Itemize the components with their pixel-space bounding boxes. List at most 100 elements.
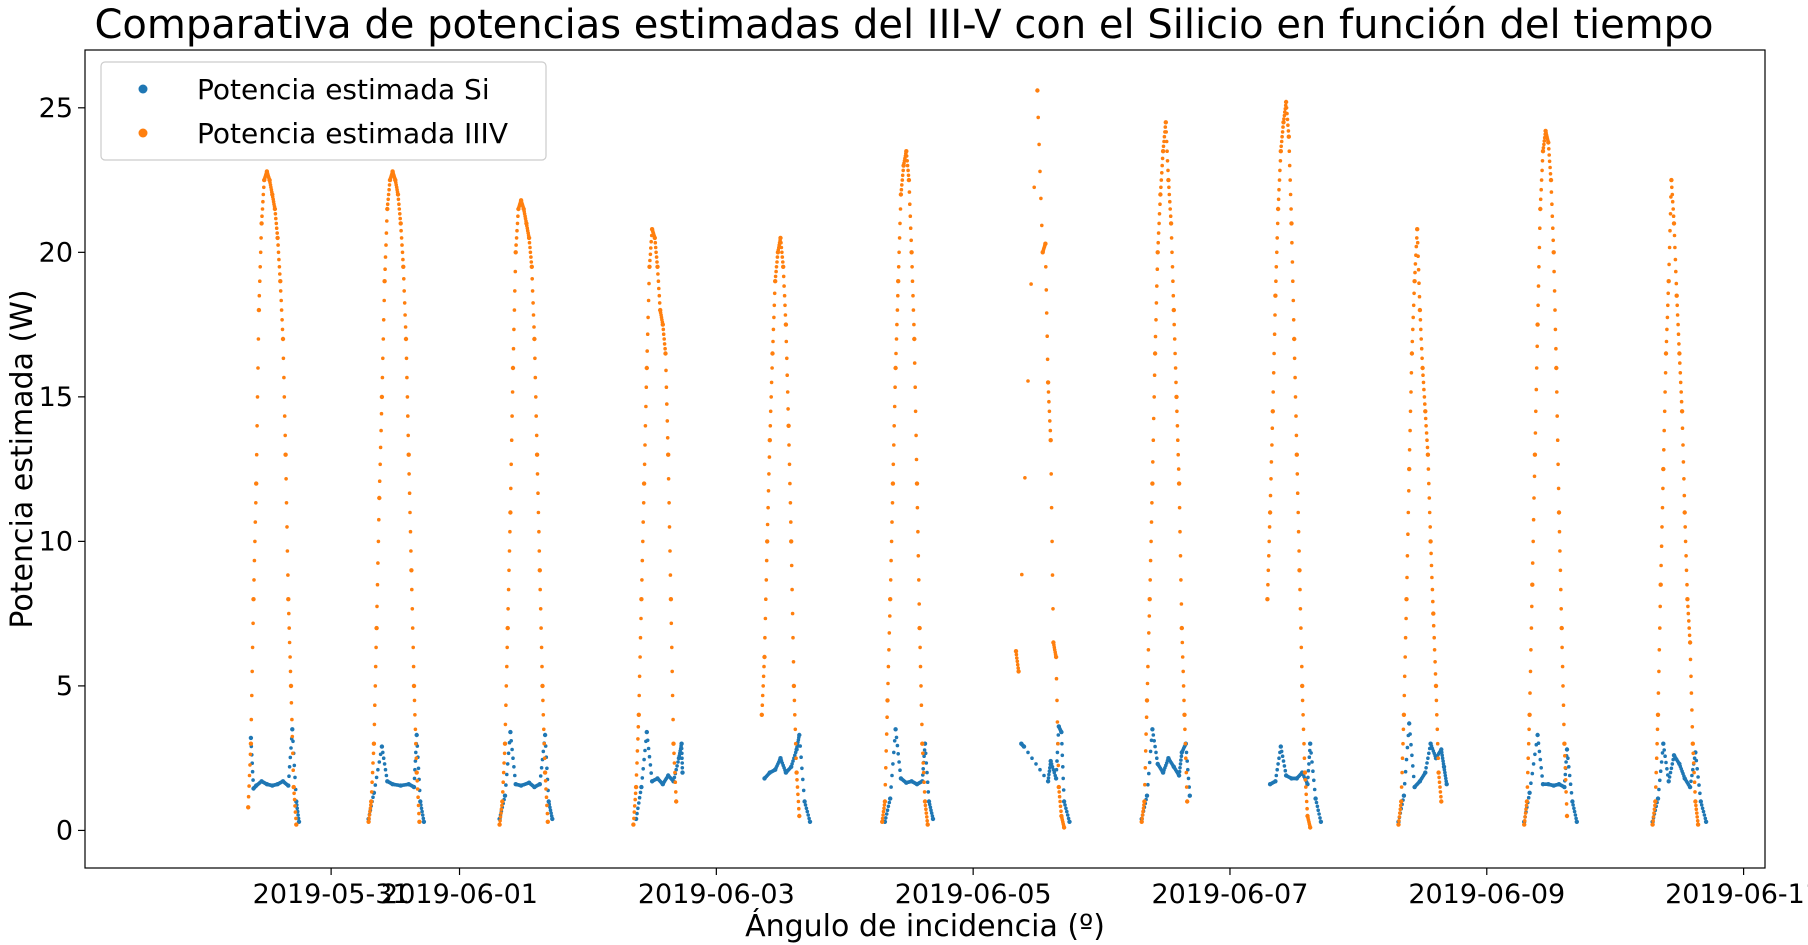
data-point	[1147, 771, 1151, 776]
data-point	[509, 739, 513, 743]
data-point	[384, 773, 389, 778]
data-point	[882, 806, 886, 811]
data-point	[917, 602, 921, 606]
data-point	[887, 800, 892, 805]
data-point	[1703, 816, 1708, 821]
data-point	[1169, 236, 1174, 240]
data-point	[1314, 800, 1319, 805]
data-point	[1417, 307, 1423, 313]
data-point	[797, 732, 802, 738]
data-point	[288, 755, 293, 760]
data-point	[1400, 770, 1404, 775]
data-point	[1679, 399, 1684, 404]
data-point	[892, 424, 896, 428]
data-point	[1267, 539, 1271, 544]
data-point	[1307, 762, 1311, 766]
data-point	[1409, 351, 1415, 356]
data-point	[780, 250, 784, 255]
data-point	[502, 751, 507, 756]
data-point	[910, 265, 914, 269]
data-point	[1166, 177, 1171, 183]
data-point	[505, 772, 509, 777]
data-point	[382, 279, 387, 284]
data-point	[798, 744, 802, 748]
data-point	[759, 712, 764, 717]
data-point	[1530, 604, 1534, 609]
data-point	[1404, 616, 1408, 621]
data-point	[1664, 760, 1668, 765]
data-point	[1561, 703, 1566, 707]
data-point	[921, 751, 925, 756]
data-point	[1694, 758, 1699, 763]
data-point	[765, 522, 770, 527]
data-point	[771, 339, 775, 344]
data-point	[548, 808, 553, 812]
data-point	[1422, 395, 1427, 399]
data-point	[1435, 741, 1440, 746]
data-point	[1021, 744, 1027, 749]
data-point	[927, 802, 932, 807]
data-point	[894, 735, 899, 740]
data-point	[1670, 192, 1675, 197]
data-point	[1661, 466, 1666, 472]
data-point	[510, 747, 514, 752]
data-point	[1032, 185, 1036, 190]
data-point	[632, 810, 637, 814]
data-point	[908, 214, 913, 218]
data-point	[381, 356, 385, 361]
data-point	[674, 799, 679, 804]
data-point	[1061, 799, 1067, 804]
data-point	[1526, 795, 1531, 800]
data-point	[1560, 664, 1565, 669]
data-point	[1429, 551, 1433, 556]
data-point	[513, 269, 518, 274]
data-point	[1160, 156, 1165, 161]
data-point	[415, 779, 420, 783]
data-point	[1177, 505, 1182, 510]
data-point	[1277, 187, 1281, 192]
data-point	[1287, 163, 1292, 168]
data-point	[1037, 142, 1041, 147]
data-point	[633, 784, 639, 790]
data-point	[1179, 758, 1183, 762]
data-point	[1026, 379, 1030, 383]
data-point	[891, 762, 895, 766]
data-point	[906, 168, 910, 173]
data-point	[1038, 169, 1042, 174]
data-point	[790, 587, 794, 592]
data-point	[414, 732, 419, 738]
data-point	[1655, 727, 1660, 732]
data-point	[919, 703, 924, 707]
data-point	[892, 404, 897, 409]
data-point	[1657, 648, 1662, 652]
data-point	[292, 791, 296, 796]
data-point	[396, 197, 401, 202]
data-point	[256, 307, 262, 313]
data-point	[770, 351, 775, 356]
data-point	[648, 763, 653, 767]
data-point	[1044, 265, 1048, 269]
data-point	[1526, 770, 1530, 775]
data-point	[1144, 698, 1150, 703]
data-point	[794, 756, 798, 760]
data-point	[380, 375, 385, 380]
data-point	[1184, 770, 1189, 775]
data-point	[1533, 431, 1538, 435]
data-point	[1658, 582, 1663, 587]
data-point	[761, 684, 765, 688]
data-point	[1185, 799, 1190, 804]
data-point	[1140, 813, 1145, 817]
data-point	[1056, 741, 1060, 746]
data-point	[379, 744, 385, 749]
data-point	[925, 819, 929, 823]
data-point	[1168, 221, 1174, 226]
data-point	[542, 732, 548, 738]
data-point	[537, 529, 541, 534]
data-point	[1537, 245, 1542, 250]
data-point	[910, 279, 915, 284]
data-point	[1172, 337, 1177, 341]
data-point	[1278, 168, 1282, 173]
data-point	[531, 301, 535, 305]
data-point	[1651, 819, 1655, 823]
data-point	[1674, 269, 1678, 274]
